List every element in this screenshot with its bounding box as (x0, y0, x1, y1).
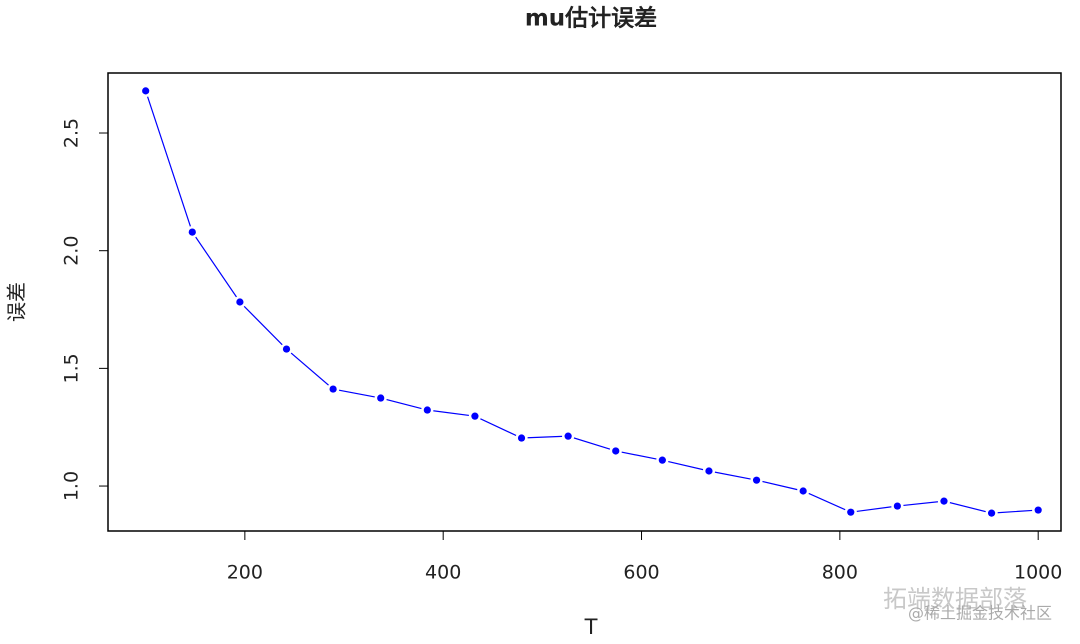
plot-frame (107, 72, 1062, 532)
data-point (186, 225, 199, 239)
data-point (702, 464, 716, 478)
x-tick-label: 800 (822, 562, 858, 584)
data-point (280, 342, 293, 356)
watermark-source: @稀土掘金技术社区 (908, 604, 1052, 623)
data-point (750, 474, 763, 487)
y-tick-label: 1.5 (61, 353, 83, 383)
series-line (145, 90, 1039, 514)
chart-title: mu估计误差 (525, 5, 657, 32)
data-point (327, 382, 340, 396)
x-tick-label: 400 (425, 562, 461, 584)
data-point (985, 507, 998, 520)
data-point (609, 444, 622, 458)
x-tick-label: 600 (623, 562, 659, 584)
data-point (233, 295, 246, 309)
data-point (139, 84, 152, 97)
x-tick-label: 200 (227, 562, 263, 584)
y-tick-label: 2.5 (61, 118, 83, 148)
data-point (656, 454, 669, 467)
data-point (1032, 503, 1045, 517)
data-point (562, 430, 575, 443)
data-point (797, 484, 810, 498)
y-axis-label: 误差 (5, 282, 29, 322)
x-tick-label: 1000 (1014, 562, 1062, 584)
data-point (374, 391, 387, 405)
data-point (844, 506, 857, 519)
data-point (468, 410, 482, 423)
y-tick-label: 1.0 (61, 471, 83, 501)
data-point (421, 403, 434, 417)
x-axis-label: T (584, 615, 598, 639)
data-point (937, 495, 951, 508)
data-point (891, 499, 904, 513)
watermark: 拓端数据部落 (883, 585, 1027, 613)
y-tick-label: 2.0 (61, 236, 83, 266)
data-point (515, 431, 528, 445)
